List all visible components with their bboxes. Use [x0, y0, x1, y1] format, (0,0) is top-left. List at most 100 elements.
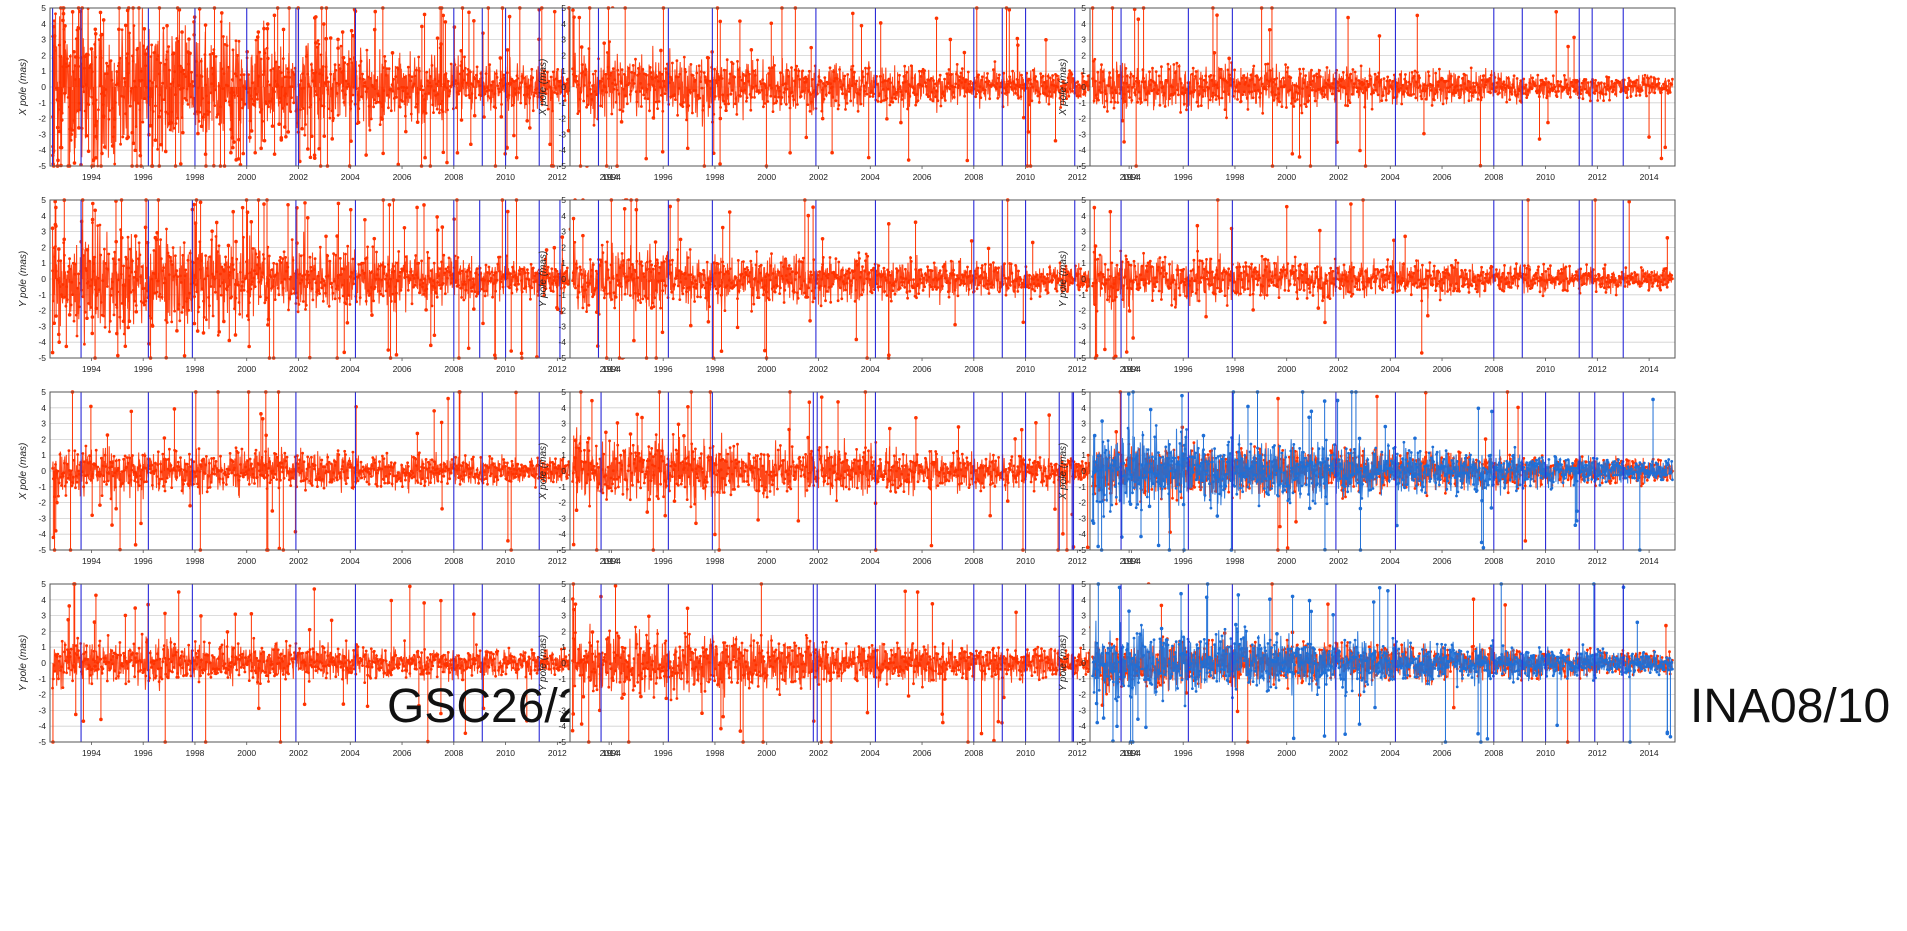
data-point	[735, 113, 739, 116]
data-point	[670, 78, 674, 81]
data-point	[417, 55, 421, 59]
data-point	[1156, 92, 1160, 96]
data-point	[776, 86, 780, 90]
data-point	[1058, 96, 1062, 100]
data-point	[1130, 99, 1134, 102]
data-point	[916, 283, 920, 286]
data-point	[284, 256, 287, 259]
data-point	[903, 285, 907, 289]
outlier-point	[443, 20, 448, 24]
outlier-point	[555, 307, 560, 312]
data-point	[1029, 283, 1032, 286]
data-point	[242, 73, 246, 76]
data-point	[663, 92, 667, 95]
data-point	[127, 266, 131, 270]
data-point	[846, 269, 850, 273]
y-tick-label: -2	[1078, 114, 1086, 124]
data-point	[1351, 68, 1355, 71]
data-point	[104, 262, 108, 265]
x-tick-label: 2004	[341, 364, 360, 374]
data-point	[604, 260, 608, 264]
data-point	[251, 247, 255, 250]
data-point	[743, 88, 747, 92]
data-point	[577, 109, 581, 113]
data-point	[211, 314, 215, 318]
data-point	[1449, 77, 1452, 80]
data-point	[172, 126, 176, 130]
data-point	[301, 300, 305, 303]
data-point	[1293, 83, 1296, 87]
outlier-point	[86, 149, 91, 154]
data-point	[802, 279, 806, 283]
data-point	[600, 260, 603, 264]
data-point	[347, 294, 351, 297]
data-point	[726, 269, 730, 273]
data-point	[1126, 85, 1130, 89]
data-point	[877, 94, 881, 98]
outlier-point	[809, 45, 813, 50]
data-point	[1181, 86, 1185, 90]
data-point	[425, 70, 429, 74]
data-point	[785, 87, 789, 91]
data-point	[678, 298, 682, 301]
outlier-point	[169, 121, 174, 125]
data-point	[997, 76, 1000, 80]
data-point	[377, 94, 381, 98]
outlier-point	[58, 54, 63, 59]
data-point	[734, 276, 738, 280]
data-point	[490, 89, 494, 93]
data-point	[668, 75, 672, 79]
outlier-point	[192, 321, 197, 326]
data-point	[267, 254, 271, 258]
data-point	[227, 100, 231, 103]
data-point	[230, 295, 234, 299]
data-point	[882, 266, 886, 270]
data-point	[907, 279, 911, 283]
data-point	[448, 89, 452, 93]
data-point	[276, 271, 279, 275]
data-point	[57, 43, 61, 47]
data-point	[976, 266, 980, 270]
data-point	[1029, 78, 1032, 81]
data-point	[293, 73, 296, 76]
data-point	[499, 280, 503, 284]
outlier-point	[308, 155, 313, 160]
data-point	[439, 102, 443, 106]
data-point	[546, 265, 550, 269]
data-point	[188, 251, 192, 255]
data-point	[492, 273, 496, 277]
data-point	[872, 92, 875, 96]
outlier-point	[281, 27, 286, 32]
outlier-point	[93, 31, 98, 36]
data-point	[968, 274, 972, 278]
data-point	[685, 118, 688, 122]
data-point	[1404, 73, 1407, 76]
data-point	[540, 95, 544, 99]
data-point	[782, 83, 785, 86]
data-point	[348, 303, 352, 306]
outlier-point	[328, 36, 333, 40]
x-tick-label: 2014	[600, 364, 619, 374]
outlier-point	[482, 115, 486, 119]
data-point	[398, 275, 401, 278]
data-point	[611, 277, 615, 280]
data-point	[914, 103, 918, 107]
data-point	[338, 257, 342, 260]
data-point	[1112, 106, 1116, 110]
outlier-point	[544, 248, 549, 252]
data-point	[519, 101, 523, 105]
data-point	[834, 257, 838, 261]
data-point	[333, 279, 336, 283]
data-point	[543, 69, 546, 73]
data-point	[740, 78, 744, 82]
outlier-point	[57, 247, 61, 251]
data-point	[1241, 93, 1245, 96]
outlier-point	[481, 31, 485, 35]
data-point	[531, 109, 535, 113]
data-point	[1029, 297, 1033, 301]
data-point	[518, 86, 522, 90]
data-point	[670, 290, 674, 294]
x-tick-label: 2010	[1016, 172, 1035, 182]
outlier-point	[245, 313, 250, 318]
outlier-point	[571, 8, 575, 12]
